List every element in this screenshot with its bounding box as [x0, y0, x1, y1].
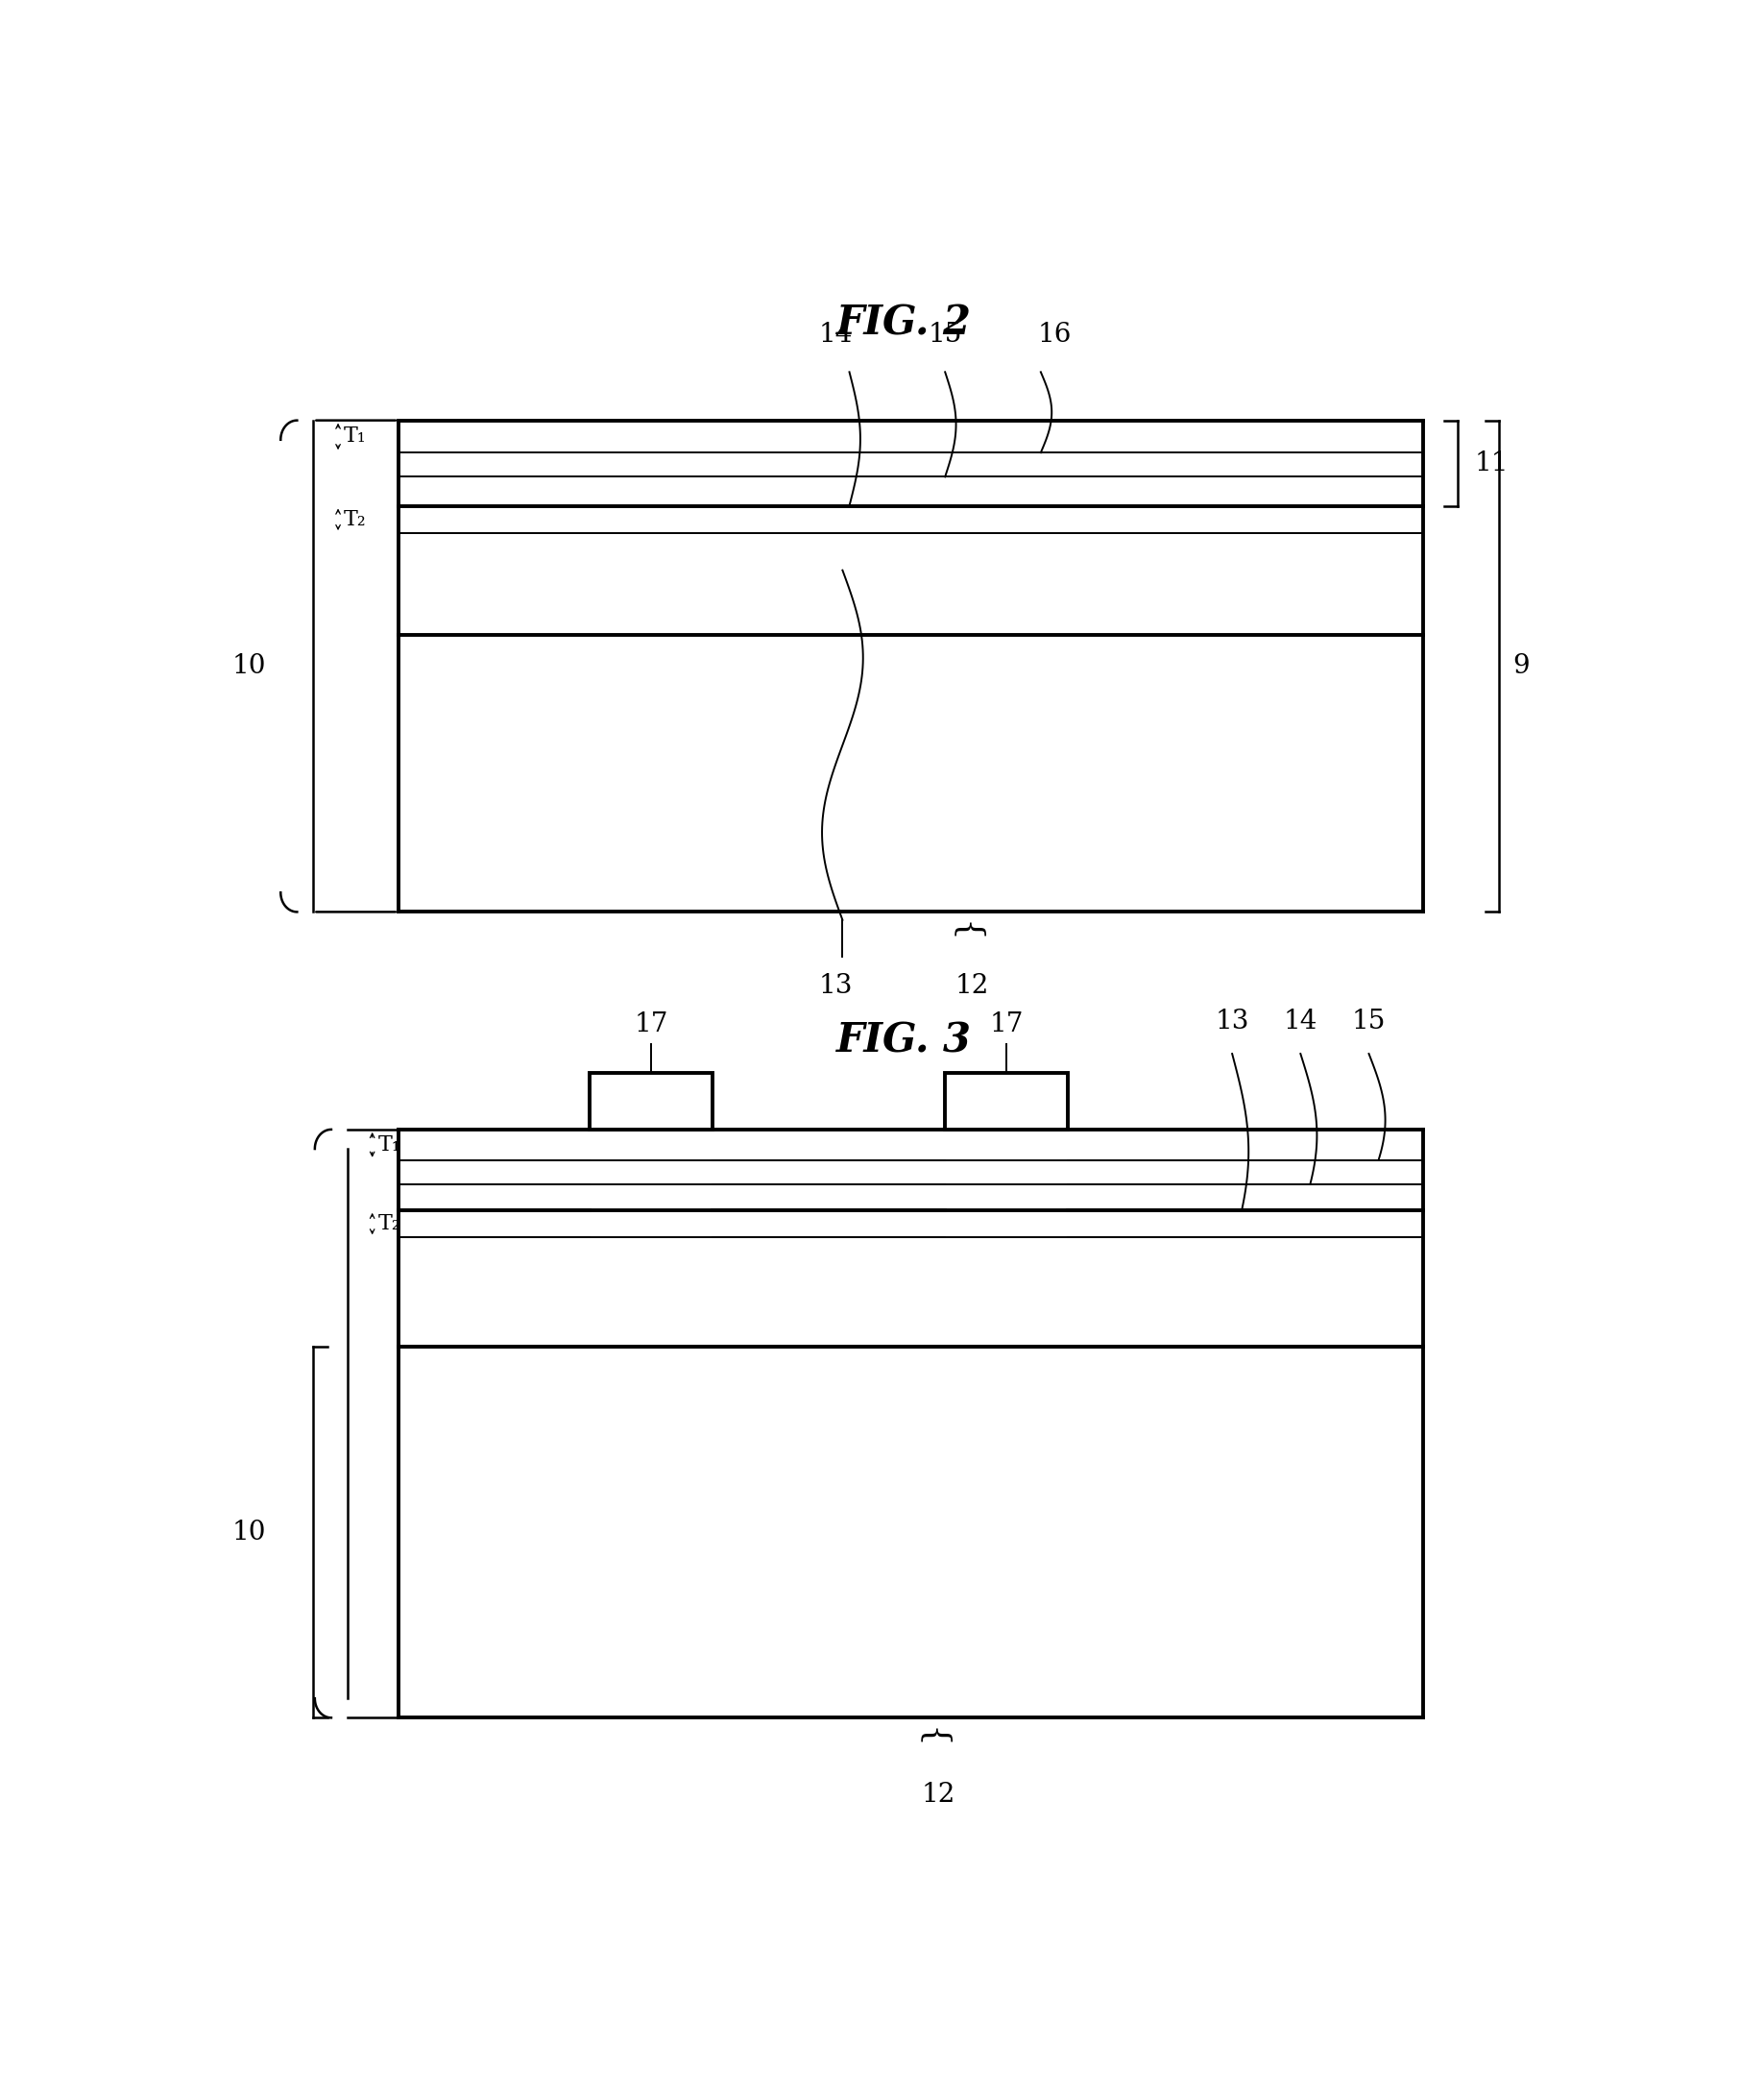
Text: 13: 13 [818, 973, 852, 998]
Text: {: { [916, 1727, 947, 1750]
Text: FIG. 2: FIG. 2 [836, 303, 972, 343]
Text: 14: 14 [818, 322, 852, 347]
Text: T₁: T₁ [344, 427, 367, 448]
Text: 10: 10 [231, 1520, 266, 1545]
Text: 13: 13 [1215, 1009, 1249, 1034]
Text: FIG. 3: FIG. 3 [836, 1021, 972, 1061]
Text: 11: 11 [1475, 450, 1508, 475]
Bar [946, 1074, 1069, 1130]
Text: 17: 17 [633, 1011, 669, 1038]
Text: 9: 9 [1512, 653, 1529, 678]
Text: 17: 17 [990, 1011, 1023, 1038]
Text: 15: 15 [1351, 1009, 1387, 1034]
Text: 10: 10 [231, 653, 266, 678]
Text: T₁: T₁ [377, 1134, 400, 1155]
Text: 14: 14 [1284, 1009, 1318, 1034]
Text: 12: 12 [921, 1783, 956, 1808]
Text: 16: 16 [1037, 322, 1071, 347]
Text: 15: 15 [928, 322, 961, 347]
Bar [589, 1074, 713, 1130]
Text: T₂: T₂ [377, 1214, 400, 1235]
Text: 12: 12 [956, 973, 990, 998]
Text: {: { [949, 921, 983, 944]
Text: T₂: T₂ [344, 509, 367, 530]
